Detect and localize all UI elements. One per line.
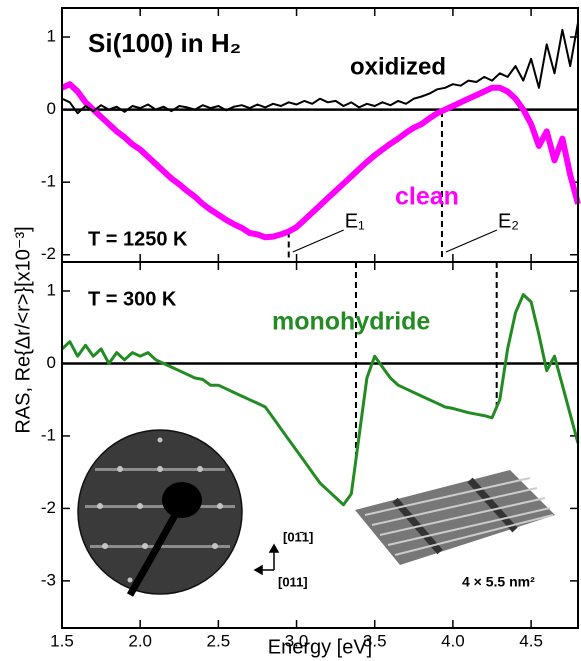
- x-tick-label: 1.5: [50, 631, 74, 650]
- y-tick-label: -2: [41, 498, 56, 517]
- inset-label: 4 × 5.5 nm²: [462, 574, 535, 590]
- x-tick-label: 4.0: [441, 631, 465, 650]
- marker-label: E₂: [498, 210, 519, 232]
- series-label: monohydride: [272, 308, 430, 336]
- x-tick-label: 3.5: [363, 631, 387, 650]
- series-line: [60, 81, 581, 241]
- inset-label: [011]: [278, 574, 308, 589]
- x-tick-label: 4.5: [519, 631, 543, 650]
- y-tick-label: -1: [41, 172, 56, 191]
- x-tick-label: 2.5: [207, 631, 231, 650]
- y-tick-label: -2: [41, 244, 56, 263]
- series-line: [60, 293, 580, 507]
- y-tick-label: 0: [47, 99, 56, 118]
- leed-inset: [77, 429, 243, 597]
- label-leader: [292, 229, 344, 253]
- x-tick-label: 3.0: [285, 631, 309, 650]
- inset-label: [01̄1]: [283, 529, 313, 544]
- plot-area: -2 -1 0 1 E₁ E₂ T = 1250 K -3 -2 -1 0 1 1.5 2.0 2.5 3.0…: [41, 7, 581, 650]
- stm-inset: [355, 470, 555, 565]
- y-axis-label: RAS, Re{Δr/<r>}[x10⁻³]: [12, 226, 34, 433]
- series-label: oxidized: [350, 53, 446, 80]
- series-label: clean: [395, 183, 459, 211]
- y-tick-label: -1: [41, 425, 56, 444]
- y-tick-label: 1: [47, 27, 56, 46]
- x-axis-label: Energy [eV]: [268, 636, 373, 658]
- label-leader: [445, 229, 498, 253]
- marker-label: E₁: [345, 210, 365, 232]
- temperature-label: T = 300 K: [88, 288, 177, 310]
- panel-frame: [61, 261, 579, 629]
- y-tick-label: 1: [47, 280, 56, 299]
- x-tick-label: 2.0: [128, 631, 152, 650]
- y-tick-label: 0: [47, 353, 56, 372]
- y-tick-label: -3: [41, 570, 56, 589]
- chart-title: Si(100) in H₂: [88, 28, 241, 58]
- series-line: [61, 22, 579, 115]
- direction-arrows: [253, 543, 280, 576]
- temperature-label: T = 1250 K: [88, 228, 188, 250]
